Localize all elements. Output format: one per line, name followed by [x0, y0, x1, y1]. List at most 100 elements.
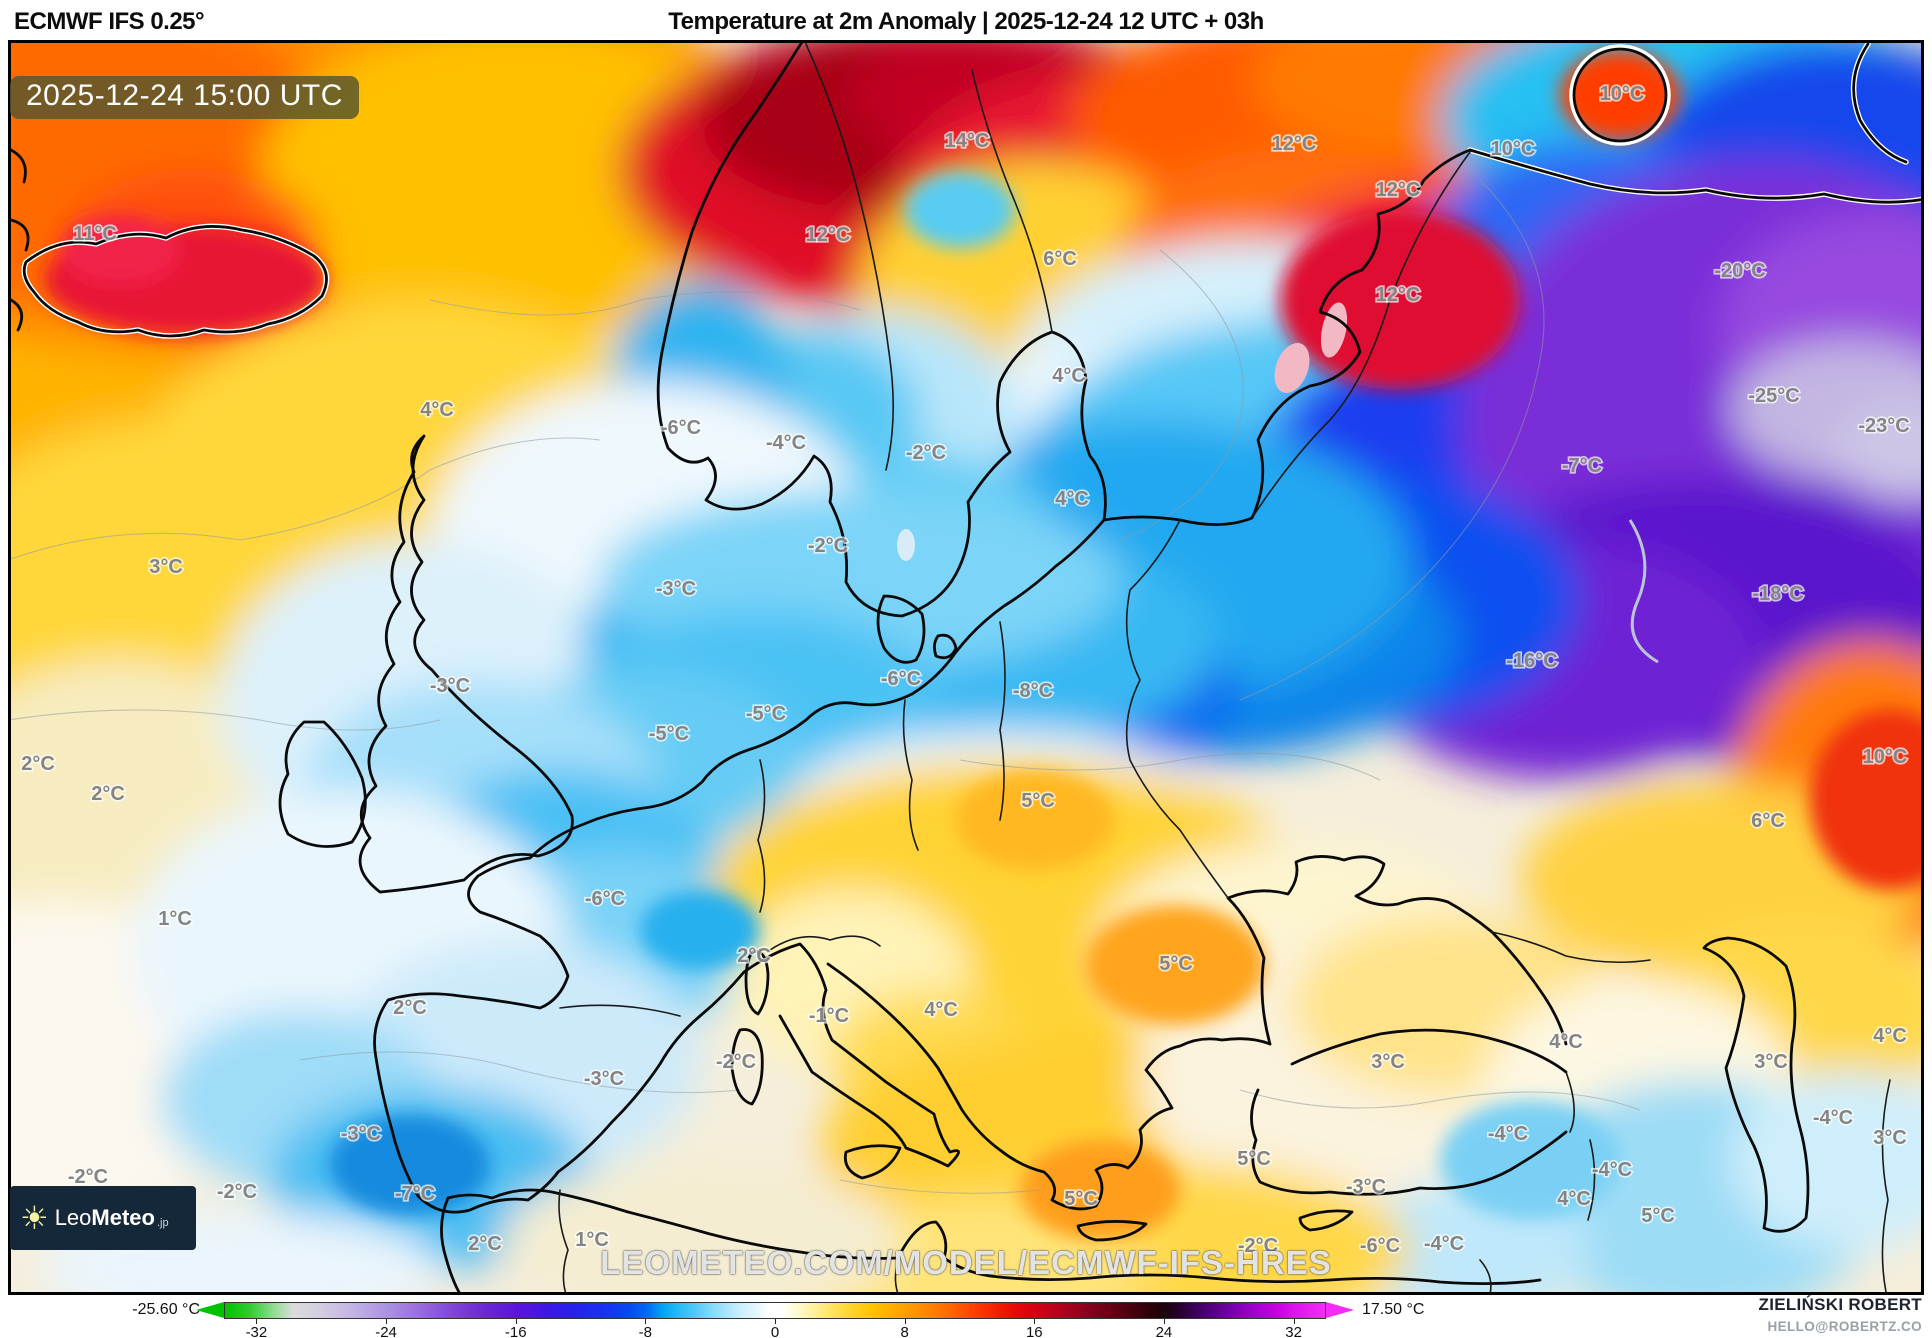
temp-label: 14°C [945, 130, 990, 152]
coast-adriatic-greece [826, 962, 1272, 1211]
anomaly-cores [45, 50, 1921, 1240]
temp-label: 4°C [1052, 365, 1086, 387]
temp-label: -25°C [1748, 385, 1799, 407]
temp-label: -18°C [1752, 583, 1803, 605]
temp-label: 11°C [73, 223, 117, 245]
temp-label: -2°C [217, 1181, 257, 1203]
temp-label: -4°C [1424, 1233, 1464, 1255]
coast-sardinia [730, 1028, 764, 1106]
coast-island-kolguyev [1572, 47, 1668, 143]
colorbar-tick-mark [645, 1319, 647, 1324]
colorbar-right-arrow [1326, 1302, 1354, 1318]
colorbar-tick-label: 24 [1155, 1324, 1173, 1338]
coast-crete [1076, 1220, 1148, 1242]
temp-label: 10°C [1863, 746, 1908, 768]
colorbar-max-label: 17.50 °C [1362, 1301, 1425, 1318]
temp-label: -6°C [1360, 1235, 1400, 1257]
temperature-labels-layer: 11°C 14°C 12°C 6°C 12°C 12°C 12°C 10°C 10°C 4°C 4°… [20, 81, 1912, 1258]
temp-label: 2°C [91, 783, 125, 805]
map-frame [8, 40, 1924, 1295]
temp-label: 12°C [1376, 284, 1421, 306]
temp-label: -6°C [585, 888, 625, 910]
coastlines-layer [11, 43, 1921, 1292]
credit-author: ZIELIŃSKI ROBERT [1758, 1295, 1922, 1314]
colorbar-left-arrow [196, 1302, 224, 1318]
temp-label: -6°C [881, 668, 921, 690]
temp-label: -3°C [584, 1068, 624, 1090]
temp-label: -3°C [656, 578, 696, 600]
temp-label: 10°C [1600, 83, 1645, 105]
temp-label: 4°C [1557, 1188, 1591, 1210]
temp-label: -4°C [1592, 1159, 1632, 1181]
logo-text-bold: Meteo [91, 1205, 155, 1230]
temp-label: 2°C [737, 945, 771, 967]
temp-label: -20°C [1714, 260, 1765, 282]
timestamp-badge: 2025-12-24 15:00 UTC [10, 76, 359, 119]
temp-label: 4°C [924, 999, 958, 1021]
temp-label: -3°C [1346, 1176, 1386, 1198]
colorbar [224, 1302, 1326, 1319]
temp-label: 1°C [575, 1229, 609, 1251]
temp-label: -23°C [1858, 415, 1909, 437]
colorbar-tick-mark [904, 1319, 906, 1324]
map-layers: 11°C 14°C 12°C 6°C 12°C 12°C 12°C 10°C 10°C 4°C 4°… [11, 43, 1921, 1292]
temp-label: -1°C [809, 1005, 849, 1027]
temp-label: -16°C [1506, 650, 1557, 672]
colorbar-min-label: -25.60 °C [132, 1301, 200, 1318]
colorbar-tick-label: 32 [1285, 1324, 1302, 1338]
temp-label: 1°C [158, 908, 192, 930]
temp-label: -5°C [746, 703, 786, 725]
coast-turkey-north [1290, 1028, 1568, 1074]
temp-label: 2°C [393, 997, 427, 1019]
coast-scandinavia [656, 43, 1472, 618]
temp-label: -2°C [808, 535, 848, 557]
logo-text-light: Leo [54, 1205, 92, 1230]
colorbar-tick-mark [386, 1319, 388, 1324]
temp-label: 5°C [1237, 1148, 1271, 1170]
temp-label: -4°C [1488, 1123, 1528, 1145]
coast-caspian [1702, 936, 1810, 1233]
colorbar-tick-mark [1293, 1319, 1295, 1324]
coast-denmark [876, 594, 958, 664]
temp-label: -7°C [1562, 455, 1602, 477]
colorbar-tick-mark [1034, 1319, 1036, 1324]
coast-iceland [22, 225, 328, 338]
temp-label: 2°C [21, 753, 55, 775]
coast-morocco-atlantic [440, 1196, 461, 1292]
temp-label: 3°C [1754, 1051, 1788, 1073]
colorbar-tick-label: 8 [900, 1324, 909, 1338]
colorbar-tick-label: 16 [1025, 1324, 1043, 1338]
temp-label: -3°C [430, 675, 470, 697]
temp-label: 2°C [468, 1233, 502, 1255]
colorbar-tick-mark [775, 1319, 776, 1324]
coast-ireland [278, 720, 367, 848]
temp-label: 12°C [1272, 133, 1317, 155]
temp-label: -6°C [661, 417, 701, 439]
lakes [897, 302, 1659, 664]
temp-label: 5°C [1641, 1205, 1675, 1227]
temp-label: 3°C [1873, 1127, 1907, 1149]
temp-label: 4°C [1055, 488, 1089, 510]
temp-label: -2°C [68, 1166, 108, 1188]
temp-label: -2°C [906, 442, 946, 464]
colorbar-tick-mark [256, 1319, 258, 1324]
temp-label: -4°C [1813, 1107, 1853, 1129]
footer: -25.60 °C 17.50 °C -32 -24 -16 -8 0 8 16 24 32 Z… [0, 1295, 1932, 1338]
temp-label: 5°C [1159, 953, 1193, 975]
temp-label: 6°C [1751, 810, 1785, 832]
coast-turkey-south [1250, 1088, 1568, 1196]
watermark: LEOMETEO.COM/MODEL/ECMWF-IFS-HRES [600, 1244, 1332, 1281]
credit-email: HELLO@ROBERTZ.CO [1767, 1319, 1922, 1334]
colorbar-tick-mark [515, 1319, 517, 1324]
coast-sicily [843, 1144, 902, 1180]
temp-label: 5°C [1064, 1188, 1098, 1210]
temp-label: 10°C [1491, 138, 1536, 160]
temp-label: -4°C [766, 432, 806, 454]
temp-label: 4°C [1873, 1025, 1907, 1047]
coast-continental-west [373, 518, 1106, 1214]
logo-suffix: .jp [156, 1217, 169, 1229]
colorbar-tick-label: -24 [375, 1324, 397, 1338]
temp-label: -5°C [649, 723, 689, 745]
temp-label: -7°C [395, 1183, 435, 1205]
